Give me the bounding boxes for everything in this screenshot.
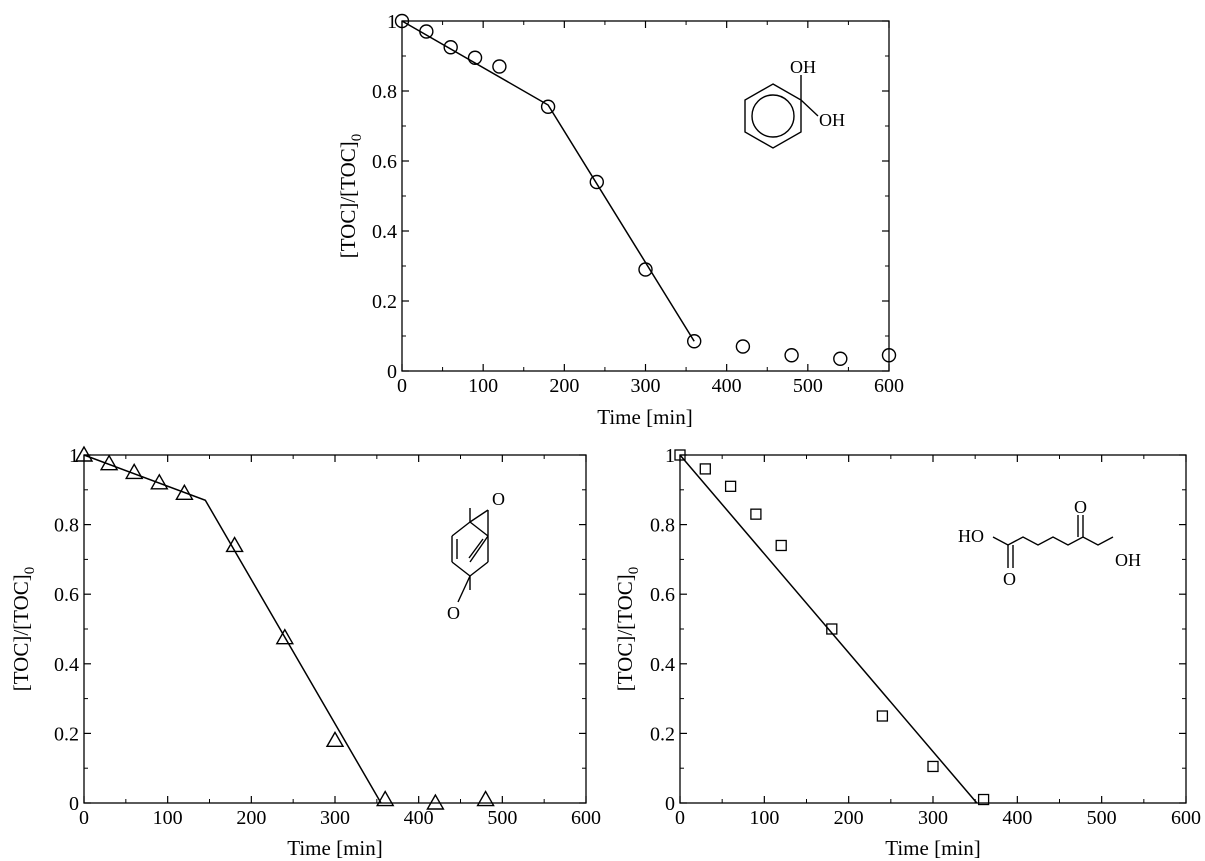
data-point-square: [927, 760, 939, 773]
fit-line-group: [83, 454, 382, 804]
x-tick-label: 0: [675, 807, 685, 829]
data-markers: [74, 445, 495, 810]
adipic-acid-structure-icon: [992, 515, 1114, 568]
fit-line-group: [401, 20, 695, 342]
x-axis-ticks: 0 100 200 300 400 500 600: [79, 455, 601, 829]
x-tick-label: 300: [918, 807, 948, 829]
data-point-triangle: [476, 790, 495, 807]
compound-label-oxo-bottom: O: [447, 603, 460, 623]
data-point-square: [750, 508, 762, 520]
y-tick-label: 0.8: [54, 515, 79, 537]
y-axis-title: [TOC]/[TOC]0: [336, 134, 365, 259]
x-axis-title: Time [min]: [597, 405, 692, 429]
y-tick-label: 0.2: [650, 723, 675, 745]
y-axis-title-main: [TOC]/[TOC]: [613, 574, 637, 691]
data-point-square: [876, 710, 889, 722]
data-point-triangle: [150, 473, 169, 490]
data-point-triangle: [426, 793, 445, 810]
x-tick-label: 300: [631, 375, 661, 397]
y-tick-label: 0: [69, 793, 79, 815]
data-point-triangle: [325, 730, 345, 748]
x-axis-title: Time [min]: [287, 836, 382, 860]
data-point-square: [724, 480, 737, 492]
benzoquinone-structure-icon: [451, 508, 489, 603]
y-axis-ticks: 0 0.2 0.4 0.6 0.8 1: [650, 445, 1186, 815]
y-tick-label: 0.6: [372, 151, 397, 173]
x-tick-label: 100: [468, 375, 498, 397]
x-tick-label: 200: [236, 807, 266, 829]
x-tick-label: 400: [1002, 807, 1032, 829]
chart-panel-bottom-right: 0 100 200 300 400 500 600 0 0.2 0.4 0.6 0.8 1 Time …: [613, 445, 1201, 860]
compound-label-ho: HO: [958, 526, 984, 546]
x-tick-label: 400: [404, 807, 434, 829]
data-point-circle: [735, 339, 751, 354]
data-point-circle: [784, 348, 799, 363]
y-axis-title-subscript: 0: [626, 567, 642, 575]
y-tick-label: 0.4: [650, 654, 675, 676]
y-tick-label: 0.2: [54, 723, 79, 745]
catechol-structure-icon: OH OH: [744, 57, 845, 149]
compound-label-oxo-bottom: O: [1003, 569, 1016, 589]
data-point-square: [977, 793, 990, 806]
y-axis-title-subscript: 0: [22, 567, 38, 575]
data-point-square: [775, 539, 787, 552]
y-axis-title: [TOC]/[TOC]0: [9, 567, 38, 692]
x-tick-label: 100: [749, 807, 779, 829]
compound-label-oh-side: OH: [819, 110, 845, 130]
y-tick-label: 0.8: [372, 81, 397, 103]
y-tick-label: 0.6: [54, 584, 79, 606]
y-tick-label: 0.6: [650, 584, 675, 606]
x-tick-label: 200: [834, 807, 864, 829]
y-tick-label: 0.8: [650, 515, 675, 537]
fit-line: [83, 454, 382, 804]
chart-panel-bottom-left: 0 100 200 300 400 500 600 0 0.2 0.4 0.6 0.8 1 Time …: [9, 445, 601, 860]
x-tick-label: 500: [793, 375, 823, 397]
compound-label-oxo-top: O: [492, 489, 505, 509]
y-tick-label: 1: [665, 445, 675, 467]
chart-panel-top: 0 100 200 300 400 500 600 0 0.2 0.4 0.6 0.8 1 Time …: [336, 11, 904, 429]
x-tick-label: 100: [153, 807, 183, 829]
x-tick-label: 300: [320, 807, 350, 829]
fit-line: [401, 20, 695, 342]
compound-label-oh-top: OH: [790, 57, 816, 77]
fit-line-group: [679, 454, 978, 804]
y-tick-label: 1: [387, 11, 397, 33]
x-tick-label: 0: [79, 807, 89, 829]
data-point-circle: [419, 24, 434, 39]
data-markers: [394, 13, 897, 366]
y-tick-label: 0.4: [54, 654, 79, 676]
compound-label-oxo-top: O: [1074, 497, 1087, 517]
x-tick-label: 600: [571, 807, 601, 829]
x-axis-ticks: 0 100 200 300 400 500 600: [397, 21, 904, 397]
fit-line: [679, 454, 978, 804]
y-axis-title-main: [TOC]/[TOC]: [9, 574, 33, 691]
y-tick-label: 0: [665, 793, 675, 815]
x-axis-title: Time [min]: [885, 836, 980, 860]
y-tick-label: 0: [387, 361, 397, 383]
x-tick-label: 600: [1171, 807, 1201, 829]
y-axis-title-subscript: 0: [349, 134, 365, 142]
compound-label-oh: OH: [1115, 550, 1141, 570]
x-tick-label: 400: [712, 375, 742, 397]
x-axis-ticks: 0 100 200 300 400 500 600: [675, 455, 1201, 829]
y-tick-label: 1: [69, 445, 79, 467]
x-tick-label: 600: [874, 375, 904, 397]
data-point-circle: [492, 59, 507, 74]
y-axis-ticks: 0 0.2 0.4 0.6 0.8 1: [54, 445, 586, 815]
x-tick-label: 200: [549, 375, 579, 397]
y-axis-title-main: [TOC]/[TOC]: [336, 141, 360, 258]
y-tick-label: 0.2: [372, 291, 397, 313]
x-tick-label: 500: [487, 807, 517, 829]
x-tick-label: 500: [1087, 807, 1117, 829]
x-tick-label: 0: [397, 375, 407, 397]
data-point-circle: [833, 351, 848, 366]
y-axis-ticks: 0 0.2 0.4 0.6 0.8 1: [372, 11, 889, 383]
data-point-square: [699, 463, 711, 475]
y-tick-label: 0.4: [372, 221, 397, 243]
plot-frame: [83, 454, 587, 804]
y-axis-title: [TOC]/[TOC]0: [613, 567, 642, 692]
